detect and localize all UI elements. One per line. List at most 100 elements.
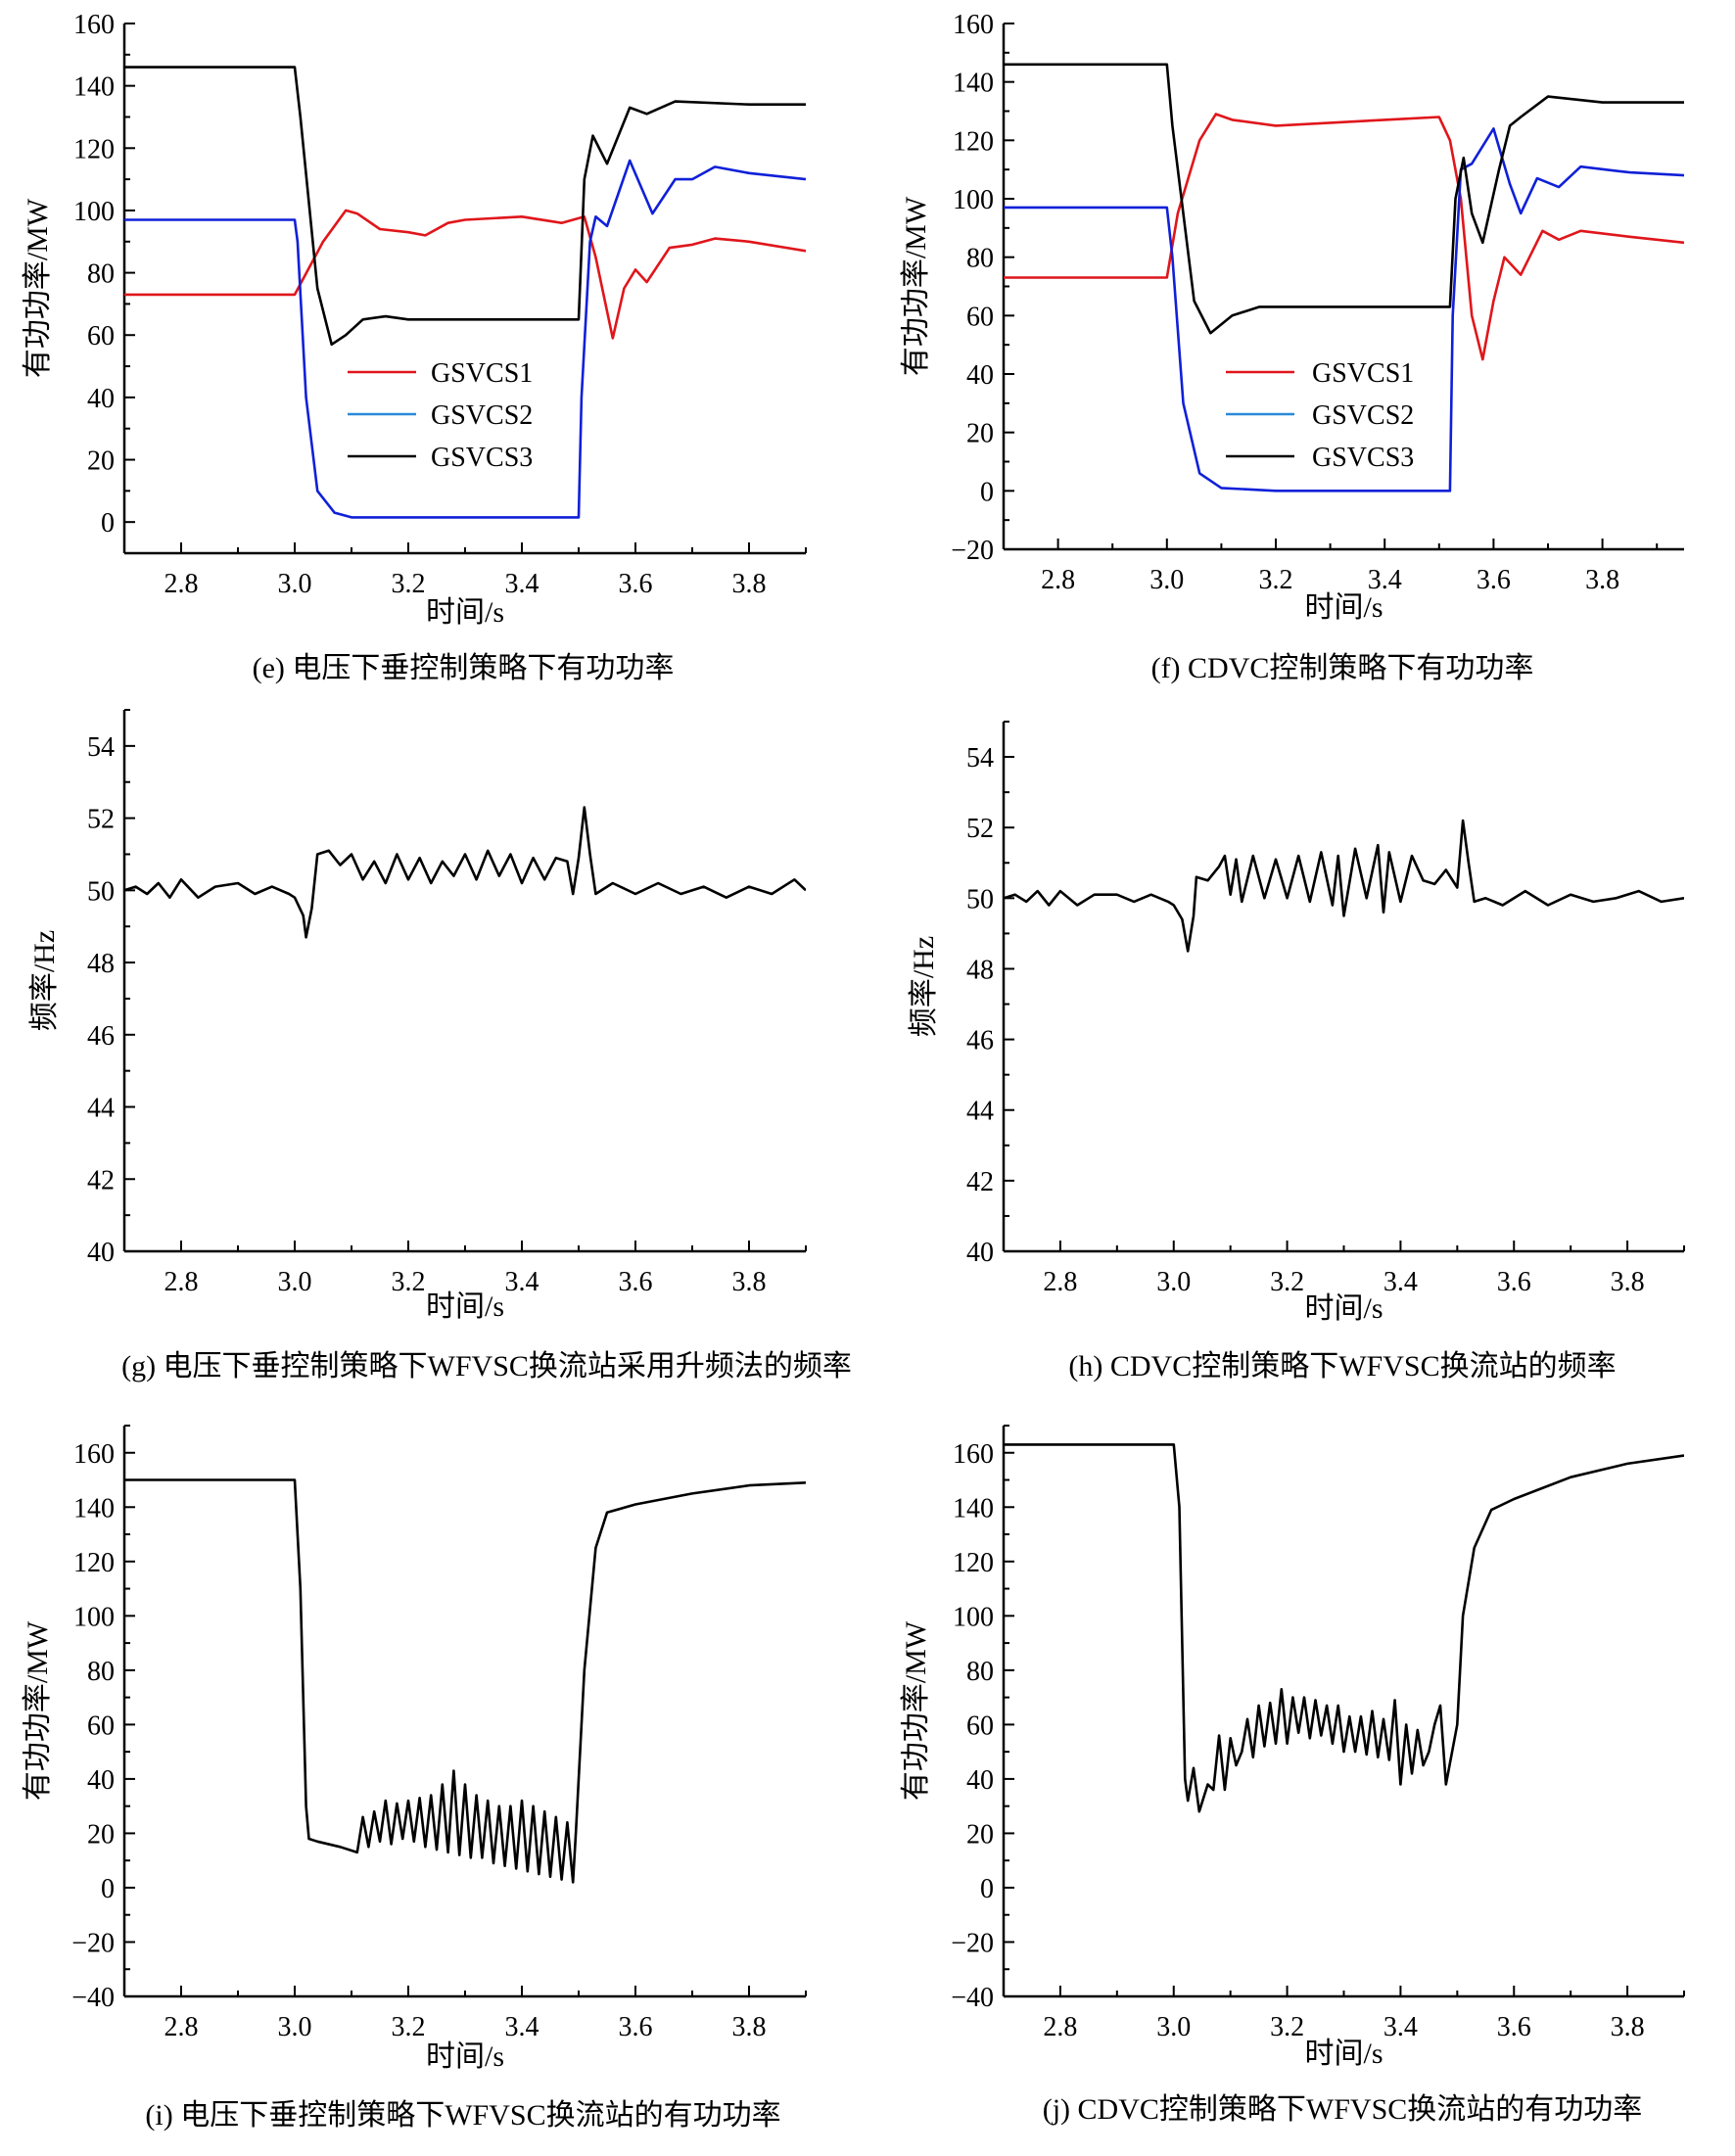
figure-caption: (i) 电压下垂控制策略下WFVSC换流站的有功功率 (145, 2099, 780, 2132)
x-tick-label: 3.0 (278, 1267, 312, 1297)
chart-panel-h: 2.8 3.0 3.2 3.4 3.6 3.8 40 42 44 46 48 50 52 54 时间/s 频率… (908, 721, 1685, 1383)
series-line-gsvcs2 (124, 159, 806, 519)
x-tick-label: 3.4 (505, 569, 539, 599)
legend-label: GSVCS2 (1312, 400, 1414, 431)
x-tick-label: 2.8 (164, 569, 199, 599)
legend-label: GSVCS3 (1312, 443, 1414, 473)
x-tick-label: 3.6 (1477, 565, 1511, 595)
y-tick-label: 42 (87, 1165, 115, 1195)
y-tick-label: 80 (966, 244, 994, 274)
series-line-gsvcs2 (1004, 127, 1684, 492)
x-tick-label: 3.6 (1497, 1267, 1531, 1297)
y-tick-label: 40 (87, 384, 115, 414)
x-tick-label: 2.8 (1043, 1267, 1077, 1297)
x-axis-title: 时间/s (1304, 2038, 1383, 2070)
series-line-frequency (124, 806, 806, 939)
y-tick-label: 0 (980, 477, 994, 507)
y-tick-label: 44 (966, 1097, 994, 1127)
y-tick-label: 160 (73, 1439, 115, 1470)
x-tick-label: 3.2 (392, 2012, 426, 2042)
x-tick-label: 3.2 (1270, 1267, 1304, 1297)
y-axis-title: 有功功率/MW (900, 196, 932, 376)
y-tick-label: 40 (87, 1238, 115, 1268)
y-tick-label: 54 (966, 743, 994, 773)
figure-caption: (f) CDVC控制策略下有功功率 (1151, 652, 1534, 684)
series-line-active-power (124, 1478, 806, 1884)
y-tick-label: 60 (966, 1711, 994, 1741)
y-axis-title: 频率/Hz (908, 936, 940, 1037)
legend: GSVCS1 GSVCS2 GSVCS3 (1226, 358, 1414, 473)
x-tick-label: 3.2 (1259, 565, 1293, 595)
y-tick-label: 80 (966, 1657, 994, 1687)
series-line-frequency (1004, 819, 1684, 953)
x-tick-label: 3.2 (392, 569, 426, 599)
series-line-gsvcs3 (1004, 63, 1684, 335)
y-tick-label: 0 (101, 1874, 115, 1904)
y-tick-label: 44 (87, 1094, 115, 1124)
y-tick-label: 140 (73, 1493, 115, 1523)
legend: GSVCS1 GSVCS2 GSVCS3 (348, 358, 533, 473)
figure-caption: (j) CDVC控制策略下WFVSC换流站的有功功率 (1043, 2093, 1643, 2126)
x-axis-title: 时间/s (1304, 591, 1383, 624)
y-tick-label: 100 (953, 185, 994, 215)
y-tick-label: 20 (966, 1819, 994, 1850)
y-axis-title: 有功功率/MW (22, 1620, 54, 1801)
x-tick-label: 3.8 (1585, 565, 1619, 595)
y-tick-label: 120 (73, 134, 115, 164)
y-tick-label: 120 (953, 1548, 994, 1578)
y-tick-label: 52 (87, 805, 115, 835)
figure-caption: (e) 电压下垂控制策略下有功功率 (253, 652, 675, 684)
y-axis-title: 有功功率/MW (22, 198, 54, 378)
y-tick-label: −20 (951, 536, 994, 566)
y-tick-label: −20 (951, 1928, 994, 1958)
x-tick-label: 3.0 (1149, 565, 1184, 595)
x-tick-label: 2.8 (164, 1267, 199, 1297)
y-tick-label: 42 (966, 1167, 994, 1197)
figure-caption: (g) 电压下垂控制策略下WFVSC换流站采用升频法的频率 (121, 1350, 852, 1383)
x-tick-label: 3.4 (505, 1267, 539, 1297)
y-tick-label: 100 (73, 1602, 115, 1632)
y-tick-label: −20 (71, 1928, 115, 1958)
series-line-gsvcs1 (124, 209, 806, 340)
y-tick-label: 40 (966, 360, 994, 391)
y-tick-label: 52 (966, 814, 994, 844)
y-tick-label: 50 (87, 876, 115, 907)
x-axis-title: 时间/s (426, 2040, 504, 2073)
y-tick-label: 54 (87, 732, 115, 763)
y-tick-label: 80 (87, 1657, 115, 1687)
y-tick-label: 100 (73, 197, 115, 227)
y-tick-label: 80 (87, 259, 115, 290)
y-tick-label: 160 (73, 10, 115, 40)
legend-label: GSVCS3 (431, 443, 533, 473)
y-tick-label: 48 (87, 949, 115, 979)
y-tick-label: 48 (966, 955, 994, 985)
y-tick-label: 60 (87, 1711, 115, 1741)
x-tick-label: 3.8 (1611, 1267, 1645, 1297)
y-tick-label: 20 (966, 419, 994, 449)
y-tick-label: 140 (953, 1493, 994, 1523)
y-tick-label: 46 (87, 1021, 115, 1052)
x-tick-label: 3.6 (619, 1267, 653, 1297)
x-tick-label: 3.4 (1383, 2012, 1418, 2042)
y-tick-label: 100 (953, 1602, 994, 1632)
legend-label: GSVCS1 (1312, 358, 1414, 389)
series-line-active-power (1004, 1443, 1684, 1813)
series-line-gsvcs1 (1004, 113, 1684, 361)
y-tick-label: 40 (966, 1765, 994, 1796)
x-tick-label: 3.8 (732, 2012, 767, 2042)
y-axis-title: 频率/Hz (28, 930, 61, 1031)
y-tick-label: 140 (953, 69, 994, 99)
x-tick-label: 3.8 (732, 569, 767, 599)
y-tick-label: 0 (101, 508, 115, 539)
x-tick-label: 2.8 (1043, 2012, 1077, 2042)
chart-panel-e: 2.8 3.0 3.2 3.4 3.6 3.8 0 20 40 60 80 100 120 140 160 时… (22, 10, 807, 684)
x-tick-label: 3.0 (1156, 1267, 1191, 1297)
x-tick-label: 2.8 (164, 2012, 199, 2042)
legend-label: GSVCS2 (431, 400, 533, 431)
x-tick-label: 3.2 (392, 1267, 426, 1297)
x-tick-label: 3.2 (1270, 2012, 1304, 2042)
x-tick-label: 3.6 (619, 569, 653, 599)
x-axis-title: 时间/s (426, 596, 504, 629)
